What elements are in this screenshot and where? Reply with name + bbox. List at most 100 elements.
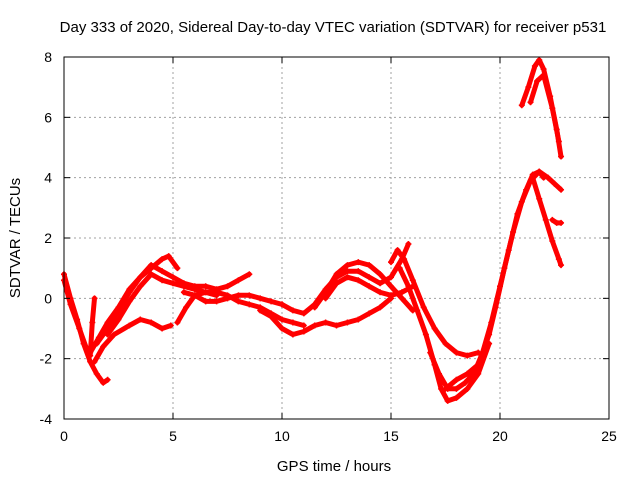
data-point-marker [322, 295, 329, 302]
data-point-marker [91, 295, 98, 302]
series-track-17 [529, 174, 565, 269]
data-point-marker [159, 256, 166, 263]
data-point-marker [165, 253, 172, 260]
data-point-marker [453, 385, 460, 392]
data-point-marker [544, 174, 551, 181]
data-point-marker [235, 298, 242, 305]
data-point-marker [527, 99, 534, 106]
data-point-marker [180, 289, 187, 296]
data-point-marker [435, 370, 442, 377]
series-track-9 [257, 295, 394, 338]
y-tick-label: -4 [40, 411, 53, 427]
series-line [388, 247, 481, 359]
data-point-marker [137, 316, 144, 323]
data-point-marker [104, 376, 111, 383]
data-point-marker [93, 370, 100, 377]
data-point-marker [388, 259, 394, 266]
grid-lines [64, 57, 609, 419]
data-point-marker [224, 283, 231, 290]
data-point-marker [311, 322, 318, 329]
data-point-marker [268, 298, 275, 305]
data-point-marker [148, 319, 155, 326]
series-track-8 [180, 289, 285, 308]
data-point-marker [159, 268, 166, 275]
x-tick-label: 15 [383, 428, 399, 444]
data-point-marker [137, 274, 144, 281]
x-tick-label: 10 [274, 428, 290, 444]
series-track-3 [91, 316, 174, 365]
data-point-marker [300, 310, 307, 317]
data-point-marker [366, 274, 373, 281]
data-point-marker [91, 358, 98, 365]
data-point-marker [126, 289, 133, 296]
data-point-marker [462, 379, 469, 386]
data-point-marker [442, 340, 449, 347]
data-point-marker [396, 265, 403, 272]
data-point-marker [558, 262, 565, 269]
data-point-marker [551, 180, 558, 187]
data-point-marker [126, 322, 133, 329]
data-point-marker [555, 138, 562, 145]
data-point-marker [510, 228, 517, 235]
data-point-marker [300, 328, 307, 335]
chart-title: Day 333 of 2020, Sidereal Day-to-day VTE… [60, 19, 607, 36]
data-point-marker [104, 331, 111, 338]
data-point-marker [224, 295, 231, 302]
data-point-marker [366, 310, 373, 317]
data-point-marker [246, 301, 253, 308]
data-point-marker [213, 289, 220, 296]
data-point-marker [159, 325, 166, 332]
data-point-marker [534, 78, 541, 85]
data-point-marker [398, 295, 405, 302]
data-point-marker [405, 241, 412, 248]
data-point-marker [536, 57, 543, 64]
data-point-marker [414, 307, 421, 314]
series-track-13 [388, 247, 482, 359]
data-point-marker [427, 349, 434, 356]
data-point-marker [470, 370, 477, 377]
data-point-marker [558, 153, 565, 160]
data-point-marker [174, 319, 181, 326]
data-point-marker [540, 72, 547, 79]
data-point-marker [289, 307, 296, 314]
data-point-marker [111, 331, 118, 338]
data-point-marker [191, 286, 198, 293]
series-track-18 [549, 216, 565, 226]
data-point-marker [159, 277, 166, 284]
data-point-marker [67, 301, 74, 308]
data-point-marker [148, 271, 155, 278]
data-point-marker [549, 238, 556, 245]
data-point-marker [355, 277, 362, 284]
data-point-marker [444, 397, 451, 404]
data-point-marker [558, 186, 565, 193]
x-tick-label: 0 [60, 428, 68, 444]
data-point-marker [300, 322, 307, 329]
data-point-marker [401, 256, 408, 263]
data-point-marker [453, 394, 460, 401]
data-point-marker [464, 370, 471, 377]
data-point-marker [442, 385, 449, 392]
x-tick-label: 5 [169, 428, 177, 444]
data-point-marker [464, 352, 471, 359]
y-tick-label: 4 [44, 170, 52, 186]
data-point-marker [518, 198, 525, 205]
data-point-marker [388, 283, 394, 290]
data-point-marker [558, 219, 565, 226]
x-tick-label: 25 [601, 428, 617, 444]
data-point-marker [180, 283, 187, 290]
data-point-marker [100, 343, 107, 350]
data-point-marker [289, 331, 296, 338]
data-point-marker [76, 325, 83, 332]
data-point-marker [333, 280, 340, 287]
data-point-marker [475, 361, 482, 368]
data-point-marker [388, 292, 394, 299]
x-axis-title: GPS time / hours [277, 458, 391, 475]
data-point-marker [311, 304, 318, 311]
data-point-marker [148, 262, 155, 269]
data-point-marker [486, 331, 493, 338]
data-point-marker [279, 316, 285, 323]
data-point-marker [394, 247, 401, 254]
axis-ticks [63, 56, 610, 420]
